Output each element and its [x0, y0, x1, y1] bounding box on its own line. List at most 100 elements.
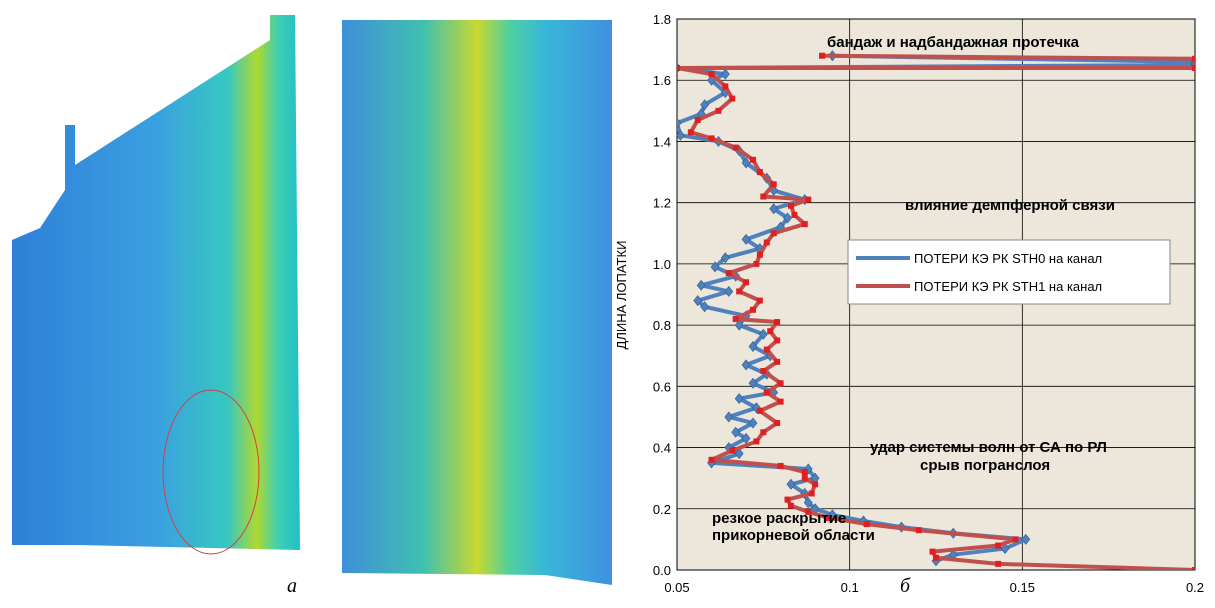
x-tick-label: 0.1 [841, 580, 859, 595]
marker [819, 52, 826, 59]
marker [758, 328, 768, 340]
marker [915, 527, 922, 534]
marker [732, 315, 739, 322]
marker [748, 417, 758, 429]
marker [677, 64, 680, 71]
annotation: прикорневой области [712, 527, 875, 544]
marker [732, 144, 739, 151]
marker [724, 285, 734, 297]
marker [770, 230, 777, 237]
annotation: удар системы волн от СА по РЛ [870, 439, 1107, 456]
marker [756, 297, 763, 304]
marker [734, 319, 744, 331]
marker [725, 270, 732, 277]
x-tick-label: 0.15 [1010, 580, 1035, 595]
marker [777, 380, 784, 387]
y-tick-label: 1.6 [653, 73, 671, 88]
caption: б [900, 575, 911, 597]
marker [863, 521, 870, 528]
marker [784, 496, 791, 503]
y-axis-label: ДЛИНА ЛОПАТКИ [614, 241, 629, 350]
marker [1192, 567, 1195, 570]
marker [729, 95, 736, 102]
marker [708, 456, 715, 463]
marker [803, 497, 813, 509]
marker [756, 169, 763, 176]
marker [724, 411, 734, 423]
marker [763, 346, 770, 353]
marker [774, 420, 781, 427]
marker [748, 377, 758, 389]
y-tick-label: 0.0 [653, 563, 671, 578]
marker [708, 71, 715, 78]
x-tick-label: 0.05 [664, 580, 689, 595]
marker [763, 389, 770, 396]
legend: ПОТЕРИ КЭ РК STH0 на канал ПОТЕРИ КЭ РК S… [847, 239, 1171, 305]
marker [805, 508, 812, 515]
caption: а [287, 575, 297, 597]
marker [801, 469, 808, 476]
marker [756, 407, 763, 414]
marker [1192, 55, 1195, 62]
marker [741, 359, 751, 371]
marker [777, 398, 784, 405]
y-tick-label: 0.2 [653, 502, 671, 517]
marker [760, 429, 767, 436]
x-tick-label: 0.2 [1186, 580, 1204, 595]
marker [786, 478, 796, 490]
series-layer [677, 50, 1195, 570]
marker [720, 68, 730, 80]
marker [693, 295, 703, 307]
marker [763, 239, 770, 246]
marker [812, 481, 819, 488]
contour-left [12, 15, 300, 555]
annotation: срыв погранслоя [920, 457, 1050, 474]
marker [749, 306, 756, 313]
legend-label: ПОТЕРИ КЭ РК STH1 на канал [914, 279, 1102, 294]
marker [783, 212, 792, 224]
marker [743, 279, 750, 286]
marker [808, 490, 815, 497]
marker [774, 337, 781, 344]
marker [1021, 533, 1031, 545]
marker [1012, 536, 1019, 543]
legend-box [847, 239, 1171, 305]
y-tick-label: 0.4 [653, 441, 671, 456]
marker [700, 99, 710, 111]
marker [1192, 64, 1195, 71]
marker [741, 233, 751, 245]
marker [760, 368, 767, 375]
marker [708, 135, 715, 142]
plot-border [676, 18, 1196, 571]
marker [720, 252, 730, 264]
marker [677, 117, 682, 129]
marker [731, 426, 741, 438]
annotation: бандаж и надбандажная протечка [827, 34, 1080, 51]
marker [715, 107, 722, 114]
marker [741, 157, 751, 169]
marker [753, 260, 760, 267]
marker [767, 328, 774, 335]
marker [770, 181, 777, 188]
marker [687, 129, 694, 136]
marker [734, 448, 744, 460]
marker [753, 438, 760, 445]
marker [694, 117, 701, 124]
y-tick-label: 0.8 [653, 318, 671, 333]
marker [748, 341, 758, 353]
marker [729, 447, 736, 454]
marker [769, 203, 779, 215]
marker [805, 196, 812, 203]
marker [756, 251, 763, 258]
marker [825, 514, 832, 521]
y-tick-label: 1.4 [653, 134, 671, 149]
marker [774, 319, 781, 326]
marker [787, 502, 794, 509]
marker [777, 462, 784, 469]
marker [722, 83, 729, 90]
legend-label: ПОТЕРИ КЭ РК STH0 на канал [914, 251, 1102, 266]
marker [749, 156, 756, 163]
marker [801, 221, 808, 228]
y-tick-label: 1.0 [653, 257, 671, 272]
marker [710, 261, 720, 273]
